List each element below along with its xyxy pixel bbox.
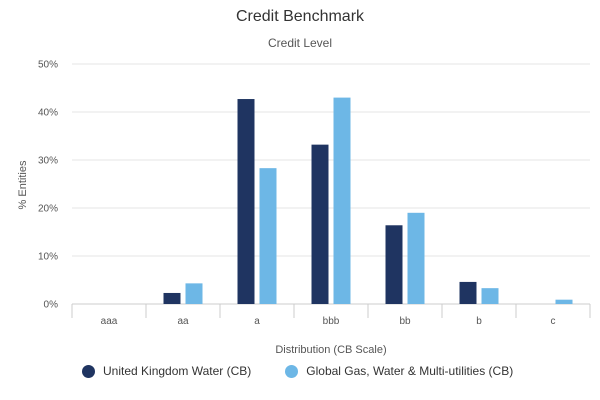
y-tick-label: 30% [38, 156, 58, 167]
x-tick-label: aaa [101, 316, 118, 327]
legend-item-series-1[interactable]: United Kingdom Water (CB) [82, 364, 251, 378]
bar-series-2-a[interactable] [259, 168, 277, 304]
chart-title: Credit Benchmark [235, 8, 365, 25]
bar-series-2-bb[interactable] [407, 212, 425, 304]
bar-series-1-aa[interactable] [163, 292, 181, 304]
bar-series-1-a[interactable] [237, 99, 255, 304]
y-tick-label: 50% [38, 60, 58, 71]
chart-subtitle: Credit Level [267, 36, 333, 50]
x-tick-label: aa [177, 316, 189, 327]
y-tick-label: 10% [38, 252, 58, 263]
y-axis-title: % Entities [17, 160, 29, 209]
bar-series-1-b[interactable] [459, 281, 477, 304]
x-tick-label: bbb [323, 316, 340, 327]
axes: 0%10%20%30%40%50%aaa aa a bbb bb b c [38, 60, 591, 327]
bar-series-1-bb[interactable] [385, 225, 403, 304]
y-tick-label: 40% [38, 108, 58, 119]
bar-series-2-bbb[interactable] [333, 97, 351, 304]
x-tick-label: a [254, 316, 260, 327]
bar-series-1-bbb[interactable] [311, 144, 329, 304]
legend-item-series-2[interactable]: Global Gas, Water & Multi-utilities (CB) [285, 364, 513, 378]
x-tick-label: bb [399, 316, 411, 327]
grid-lines [72, 63, 590, 305]
bar-series-2-b[interactable] [481, 288, 499, 304]
bar-series-2-aa[interactable] [185, 283, 203, 304]
x-tick-label: b [476, 316, 482, 327]
y-tick-label: 0% [44, 300, 59, 311]
legend-label-series-1: United Kingdom Water (CB) [103, 364, 252, 378]
bars [163, 97, 573, 304]
bar-series-2-c[interactable] [555, 299, 573, 304]
legend-label-series-2: Global Gas, Water & Multi-utilities (CB) [306, 364, 514, 378]
legend-swatch-series-2 [285, 364, 299, 378]
x-tick-label: c [551, 316, 556, 327]
legend: United Kingdom Water (CB) Global Gas, Wa… [82, 364, 547, 378]
legend-swatch-series-1 [82, 364, 95, 378]
x-axis-title: Distribution (CB Scale) [275, 344, 386, 356]
y-tick-label: 20% [38, 204, 58, 215]
